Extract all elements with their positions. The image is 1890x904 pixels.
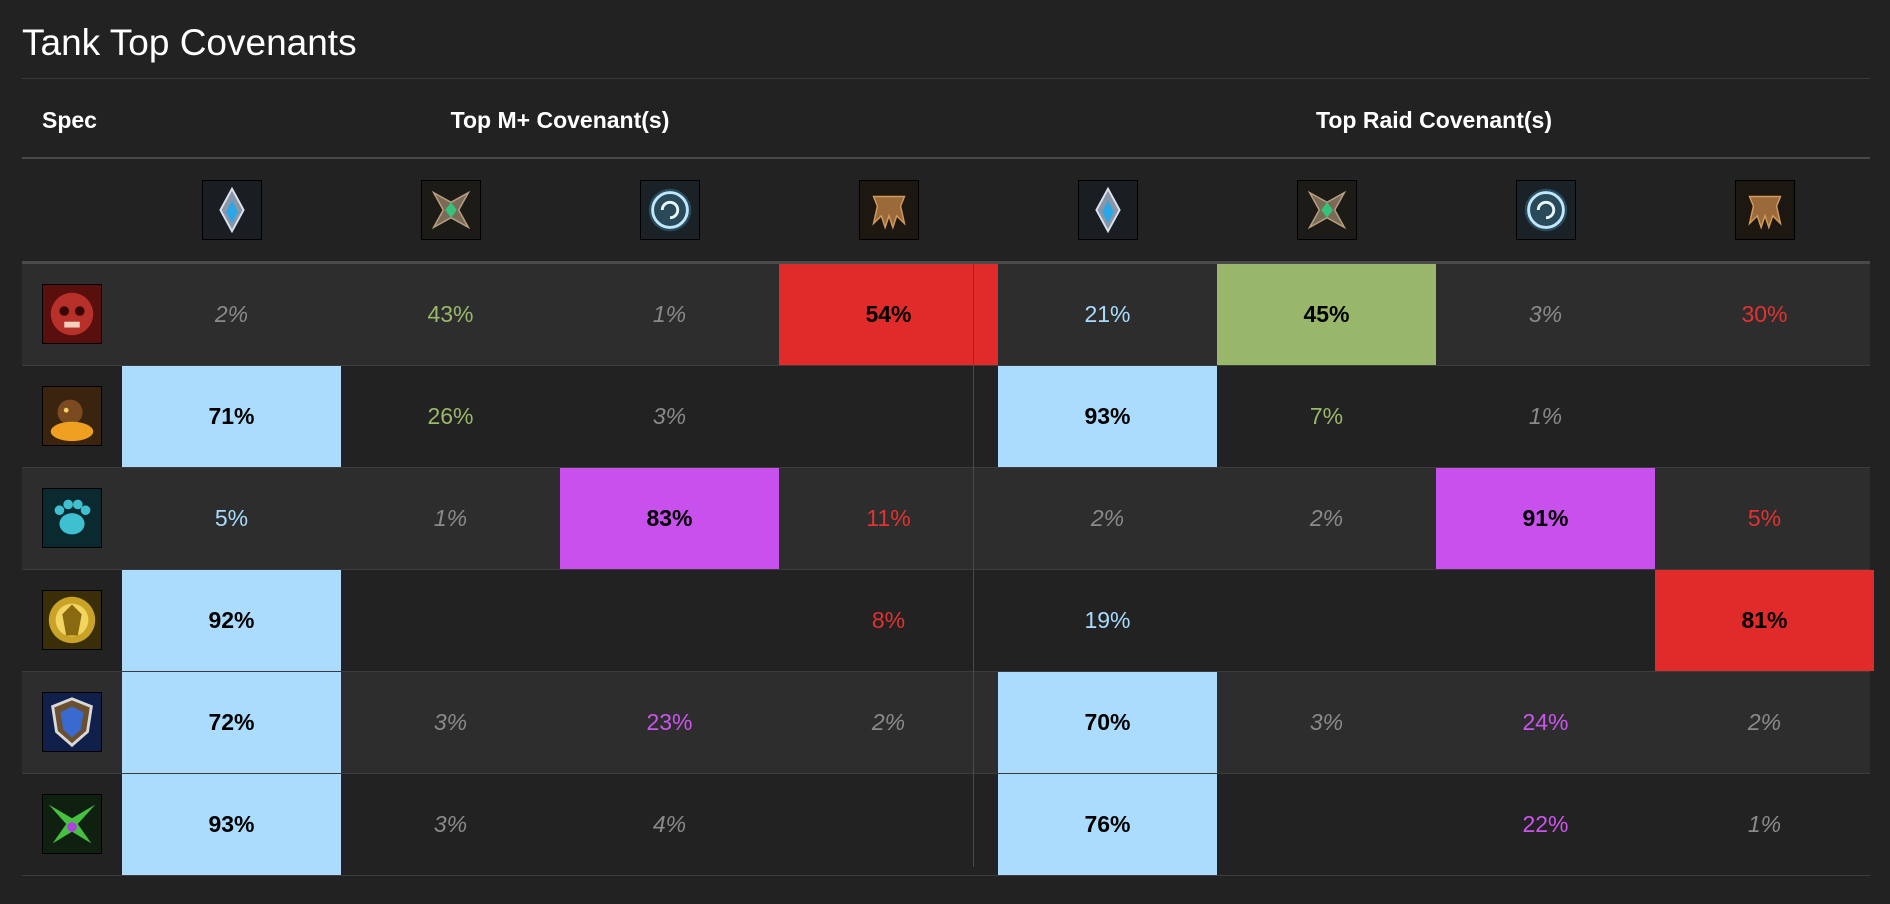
kyrian-icon <box>201 180 262 240</box>
mplus-cell: 92% <box>122 570 341 671</box>
mplus-cell: 71% <box>122 366 341 467</box>
brewmaster-monk-icon <box>42 386 102 446</box>
page-title: Tank Top Covenants <box>22 0 1870 79</box>
raid-cell: 91% <box>1436 468 1655 569</box>
mplus-cell <box>341 570 560 671</box>
table-row: 93% 3% 4% 76% 22% 1% <box>22 774 1870 876</box>
mplus-cell: 93% <box>122 774 341 875</box>
table-body: 2% 43% 1% 54% 21% 45% 3% 30% 71% 26% 3% 93% 7% 1% 5% 1%… <box>22 264 1874 876</box>
mplus-cell: 26% <box>427 403 474 429</box>
mplus-cell: 3% <box>433 709 468 735</box>
raid-cell: 70% <box>998 672 1217 773</box>
raid-cell: 93% <box>998 366 1217 467</box>
mplus-cell: 72% <box>122 672 341 773</box>
protection-paladin-icon <box>42 590 102 650</box>
raid-cell: 7% <box>1309 403 1344 429</box>
raid-cell <box>1217 774 1436 875</box>
mplus-cell: 2% <box>871 709 906 735</box>
night-fae-icon <box>1515 180 1576 240</box>
tank-covenants-panel: Tank Top Covenants Spec Top M+ Covenant(… <box>22 0 1874 876</box>
table-row: 5% 1% 83% 11% 2% 2% 91% 5% <box>22 468 1870 570</box>
raid-cell: 45% <box>1217 264 1436 365</box>
table-row: 92% 8% 19% 81% <box>22 570 1874 672</box>
mplus-cell: 3% <box>433 811 468 837</box>
raid-cell: 2% <box>1090 505 1125 531</box>
mplus-cell: 2% <box>214 301 249 327</box>
raid-cell: 5% <box>1747 505 1782 531</box>
table-row: 2% 43% 1% 54% 21% 45% 3% 30% <box>22 264 1870 366</box>
mplus-cell <box>779 366 998 467</box>
spec-column-header: Spec <box>42 107 97 133</box>
protection-warrior-icon <box>42 692 102 752</box>
mplus-cell: 8% <box>871 607 906 633</box>
mplus-cell: 4% <box>652 811 687 837</box>
table-header: Spec Top M+ Covenant(s) Top Raid Covenan… <box>22 79 1870 159</box>
raid-cell: 1% <box>1528 403 1563 429</box>
kyrian-icon <box>1077 180 1138 240</box>
raid-column-header: Top Raid Covenant(s) <box>1316 107 1552 133</box>
venthyr-icon <box>1734 180 1795 240</box>
raid-cell: 3% <box>1528 301 1563 327</box>
mplus-cell <box>779 774 998 875</box>
mplus-cell: 5% <box>214 505 249 531</box>
raid-cell: 81% <box>1655 570 1874 671</box>
raid-cell <box>1436 570 1655 671</box>
vengeance-demon-hunter-icon <box>42 794 102 854</box>
mplus-cell: 1% <box>652 301 687 327</box>
raid-cell: 2% <box>1309 505 1344 531</box>
raid-cell: 1% <box>1747 811 1782 837</box>
table-row: 72% 3% 23% 2% 70% 3% 24% 2% <box>22 672 1870 774</box>
raid-cell: 24% <box>1522 709 1569 735</box>
mplus-cell <box>560 570 779 671</box>
mplus-column-header: Top M+ Covenant(s) <box>450 107 670 133</box>
mplus-cell: 3% <box>652 403 687 429</box>
raid-cell: 2% <box>1747 709 1782 735</box>
mplus-cell: 23% <box>646 709 693 735</box>
guardian-druid-icon <box>42 488 102 548</box>
necrolord-icon <box>420 180 481 240</box>
raid-cell: 76% <box>998 774 1217 875</box>
table-row: 71% 26% 3% 93% 7% 1% <box>22 366 1870 468</box>
mplus-cell: 11% <box>866 505 911 531</box>
mplus-cell: 1% <box>433 505 468 531</box>
necrolord-icon <box>1296 180 1357 240</box>
night-fae-icon <box>639 180 700 240</box>
covenant-icons-row <box>22 159 1870 264</box>
venthyr-icon <box>858 180 919 240</box>
raid-cell: 19% <box>1084 607 1131 633</box>
blood-death-knight-icon <box>42 284 102 344</box>
mplus-cell: 54% <box>779 264 998 365</box>
mplus-raid-divider <box>973 261 974 867</box>
mplus-cell: 43% <box>427 301 474 327</box>
raid-cell <box>1217 570 1436 671</box>
raid-cell: 3% <box>1309 709 1344 735</box>
raid-cell: 22% <box>1522 811 1569 837</box>
raid-cell: 21% <box>1084 301 1131 327</box>
raid-cell <box>1655 366 1874 467</box>
mplus-cell: 83% <box>560 468 779 569</box>
raid-cell: 30% <box>1741 301 1788 327</box>
